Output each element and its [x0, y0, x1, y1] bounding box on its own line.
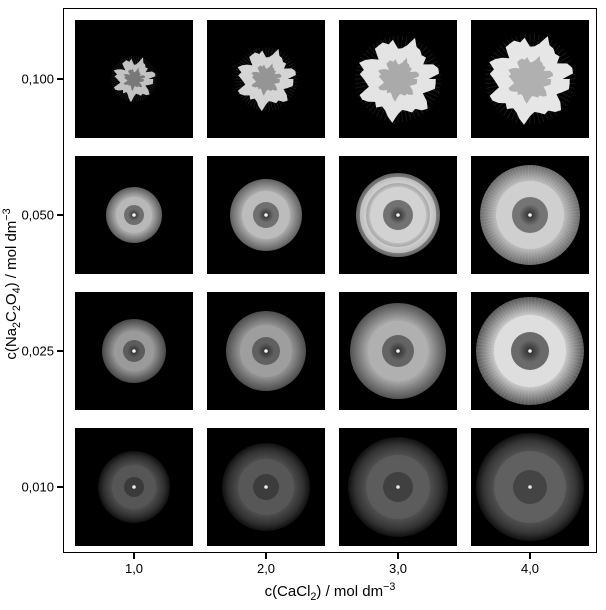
grid-cell: [207, 20, 325, 138]
grid-cell: [339, 156, 457, 274]
grid-cell: [207, 156, 325, 274]
x-tick: [529, 553, 531, 559]
x-tick-label: 3,0: [389, 561, 407, 576]
grid-cell: [207, 292, 325, 410]
grid-cell: [75, 428, 193, 546]
x-tick: [397, 553, 399, 559]
y-tick: [57, 486, 63, 488]
grid-cell: [471, 428, 589, 546]
grid-cell: [471, 20, 589, 138]
x-axis-label: c(CaCl2) / mol dm−3: [180, 581, 480, 603]
x-tick-label: 4,0: [521, 561, 539, 576]
grid-cell: [339, 428, 457, 546]
grid-cell: [75, 292, 193, 410]
grid-cell: [75, 156, 193, 274]
y-tick: [57, 78, 63, 80]
grid-cell: [339, 292, 457, 410]
x-tick: [133, 553, 135, 559]
y-tick: [57, 350, 63, 352]
grid-cell: [75, 20, 193, 138]
x-tick: [265, 553, 267, 559]
x-tick-label: 2,0: [257, 561, 275, 576]
grid-cell: [471, 156, 589, 274]
y-tick-label: 0,025: [21, 344, 54, 359]
grid-cell: [471, 292, 589, 410]
y-tick: [57, 214, 63, 216]
grid-cell: [207, 428, 325, 546]
y-tick-label: 0,100: [21, 72, 54, 87]
grid-cell: [339, 20, 457, 138]
figure: c(Na2C2O4) / mol dm−3 c(CaCl2) / mol dm−…: [0, 0, 606, 610]
y-axis-label: c(Na2C2O4) / mol dm−3: [1, 134, 23, 434]
y-tick-label: 0,010: [21, 480, 54, 495]
y-tick-label: 0,050: [21, 208, 54, 223]
x-tick-label: 1,0: [125, 561, 143, 576]
